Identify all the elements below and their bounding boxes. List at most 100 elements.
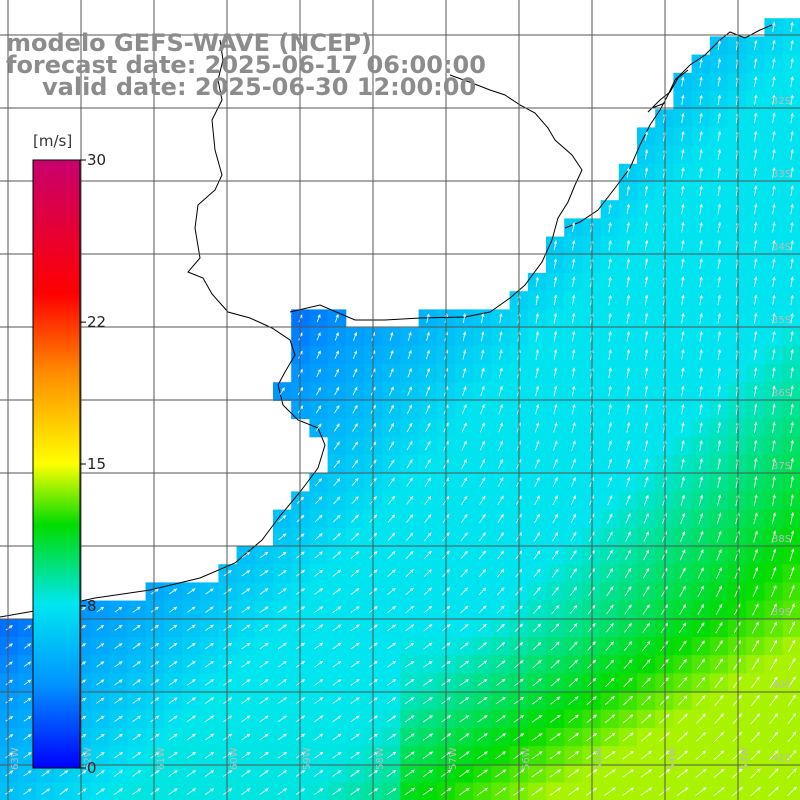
wind-arrow bbox=[699, 258, 703, 269]
wind-arrow bbox=[790, 294, 794, 306]
wind-arrow bbox=[404, 769, 415, 778]
wind-arrow bbox=[641, 695, 652, 706]
wind-arrow bbox=[681, 185, 685, 197]
wind-arrow bbox=[277, 642, 287, 650]
wind-arrow bbox=[495, 733, 507, 741]
wind-arrow bbox=[572, 330, 576, 342]
wind-arrow bbox=[23, 734, 32, 740]
wind-arrow bbox=[626, 294, 630, 306]
wind-arrow bbox=[113, 770, 124, 777]
wind-arrow bbox=[624, 622, 632, 633]
wind-arrow bbox=[497, 532, 504, 542]
wind-arrow bbox=[553, 240, 558, 251]
wind-arrow bbox=[407, 331, 412, 342]
wind-arrow bbox=[5, 752, 14, 759]
wind-arrow bbox=[550, 678, 561, 687]
wind-arrow bbox=[626, 349, 630, 360]
wind-arrow bbox=[150, 679, 160, 686]
wind-arrow bbox=[114, 733, 123, 741]
wind-arrow bbox=[334, 386, 340, 396]
wind-arrow bbox=[350, 551, 360, 559]
wind-arrow bbox=[717, 294, 721, 306]
wind-arrow bbox=[405, 678, 415, 686]
wind-arrow bbox=[460, 513, 468, 524]
wind-arrow bbox=[790, 258, 794, 269]
wind-arrow bbox=[681, 367, 685, 379]
wind-arrow bbox=[350, 587, 360, 595]
wind-arrow bbox=[387, 532, 396, 541]
wind-arrow bbox=[697, 567, 704, 579]
wind-arrow bbox=[681, 167, 685, 178]
wind-arrow bbox=[772, 276, 776, 288]
wind-arrow bbox=[716, 567, 722, 579]
wind-arrow bbox=[404, 715, 415, 723]
wind-arrow bbox=[640, 732, 652, 742]
wind-arrow bbox=[772, 475, 776, 488]
wind-arrow bbox=[533, 605, 542, 614]
wind-arrow bbox=[426, 331, 430, 342]
wind-arrow bbox=[406, 495, 414, 505]
wind-arrow bbox=[754, 367, 758, 379]
wind-arrow bbox=[534, 422, 540, 433]
wind-arrow bbox=[96, 643, 105, 649]
wind-arrow bbox=[753, 548, 758, 561]
wind-arrow bbox=[406, 440, 413, 451]
wind-arrow bbox=[715, 603, 723, 616]
wind-arrow bbox=[640, 769, 653, 778]
wind-arrow bbox=[754, 385, 758, 397]
wind-arrow bbox=[41, 788, 51, 795]
wind-arrow bbox=[642, 604, 650, 615]
wind-arrow bbox=[497, 513, 504, 524]
wind-arrow bbox=[424, 477, 432, 487]
wind-arrow bbox=[626, 185, 630, 196]
wind-arrow bbox=[717, 330, 721, 342]
wind-arrow bbox=[23, 697, 32, 704]
wind-arrow bbox=[622, 787, 634, 796]
wind-arrow bbox=[314, 624, 324, 632]
wind-arrow bbox=[699, 312, 703, 324]
wind-arrow bbox=[770, 621, 777, 634]
wind-arrow bbox=[643, 567, 650, 579]
wind-arrow bbox=[644, 403, 649, 415]
wind-arrow bbox=[351, 477, 359, 487]
wind-arrow bbox=[790, 112, 794, 124]
wind-arrow bbox=[187, 606, 196, 613]
wind-arrow bbox=[480, 349, 485, 360]
wind-arrow bbox=[5, 697, 14, 704]
wind-arrow bbox=[314, 715, 324, 723]
wind-arrow bbox=[168, 679, 178, 686]
wind-arrow bbox=[495, 678, 506, 687]
wind-arrow bbox=[608, 294, 612, 306]
wind-arrow bbox=[332, 587, 342, 595]
wind-arrow bbox=[699, 403, 703, 415]
wind-arrow bbox=[790, 148, 794, 160]
wind-arrow bbox=[788, 639, 796, 652]
wind-arrow bbox=[608, 203, 612, 215]
wind-arrow bbox=[568, 696, 579, 705]
wind-arrow bbox=[332, 733, 342, 741]
wind-arrow bbox=[459, 660, 470, 668]
wind-arrow bbox=[386, 769, 397, 777]
wind-arrow bbox=[186, 770, 197, 777]
wind-arrow bbox=[259, 588, 269, 595]
lon-label: 54W bbox=[667, 747, 678, 770]
wind-arrow bbox=[423, 587, 433, 596]
wind-arrow bbox=[679, 549, 686, 561]
wind-arrow bbox=[717, 258, 721, 269]
wind-cell bbox=[782, 782, 800, 800]
wind-arrow bbox=[460, 550, 468, 560]
wind-arrow bbox=[407, 349, 412, 360]
wind-arrow bbox=[717, 221, 721, 233]
wind-arrow bbox=[717, 185, 721, 197]
wind-arrow bbox=[495, 769, 507, 778]
wind-arrow bbox=[332, 624, 342, 632]
wind-arrow bbox=[772, 94, 776, 106]
wind-arrow bbox=[498, 403, 503, 415]
wind-arrow bbox=[204, 697, 215, 704]
wind-arrow bbox=[604, 769, 616, 778]
wind-arrow bbox=[259, 551, 269, 559]
wind-arrow bbox=[569, 623, 578, 633]
wind-arrow bbox=[750, 713, 761, 725]
wind-arrow bbox=[772, 76, 776, 87]
wind-arrow bbox=[405, 532, 414, 541]
